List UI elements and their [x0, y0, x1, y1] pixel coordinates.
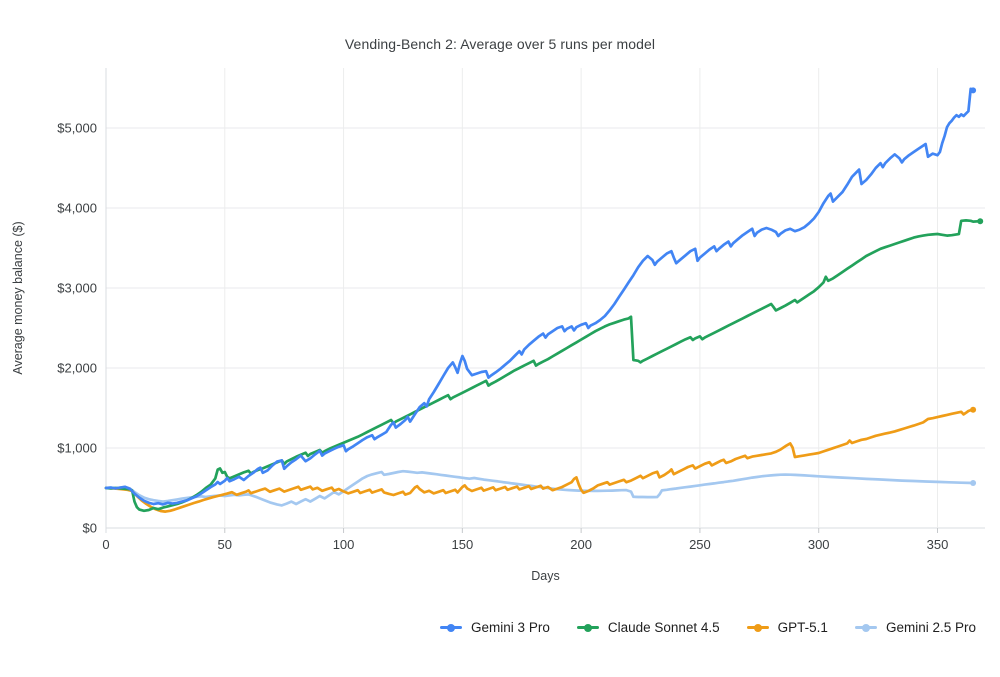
x-tick-label: 150	[451, 537, 473, 552]
legend-line-dot-icon	[576, 623, 599, 632]
series-endpoint-gemini-3-pro	[970, 87, 977, 94]
y-tick-label: $5,000	[57, 121, 97, 136]
x-tick-label: 250	[689, 537, 711, 552]
series-endpoint-claude-sonnet-4-5	[977, 218, 984, 225]
legend-item-gemini-2-5-pro: Gemini 2.5 Pro	[854, 620, 976, 635]
y-tick-label: $2,000	[57, 361, 97, 376]
legend-item-claude-sonnet-4-5: Claude Sonnet 4.5	[576, 620, 720, 635]
legend-line-dot-icon	[854, 623, 877, 632]
y-tick-label: $4,000	[57, 201, 97, 216]
y-tick-label: $1,000	[57, 441, 97, 456]
x-axis-title: Days	[531, 569, 560, 583]
legend-line-dot-icon	[746, 623, 769, 632]
x-tick-label: 200	[570, 537, 592, 552]
x-tick-label: 50	[218, 537, 232, 552]
legend: Gemini 3 Pro Claude Sonnet 4.5 GPT-5.1 Gemi…	[440, 620, 976, 635]
series-line-gpt-5-1	[104, 408, 975, 513]
x-tick-label: 100	[333, 537, 355, 552]
legend-label: Claude Sonnet 4.5	[607, 620, 720, 635]
legend-label: Gemini 3 Pro	[471, 620, 550, 635]
legend-item-gemini-3-pro: Gemini 3 Pro	[440, 620, 550, 635]
y-tick-label: $3,000	[57, 281, 97, 296]
legend-line-dot-icon	[440, 623, 463, 632]
series-endpoint-gemini-2-5-pro	[970, 480, 977, 486]
series-endpoint-gpt-5-1	[970, 406, 977, 413]
legend-label: GPT-5.1	[777, 620, 828, 635]
chart-title: Vending-Bench 2: Average over 5 runs per…	[344, 36, 656, 52]
legend-label: Gemini 2.5 Pro	[885, 620, 976, 635]
legend-item-gpt-5-1: GPT-5.1	[746, 620, 828, 635]
series-line-gemini-3-pro	[104, 87, 975, 506]
series-line-claude-sonnet-4-5	[104, 219, 982, 513]
y-tick-label: $0	[83, 521, 97, 536]
x-tick-label: 0	[102, 537, 109, 552]
x-tick-label: 350	[927, 537, 949, 552]
x-tick-label: 300	[808, 537, 830, 552]
